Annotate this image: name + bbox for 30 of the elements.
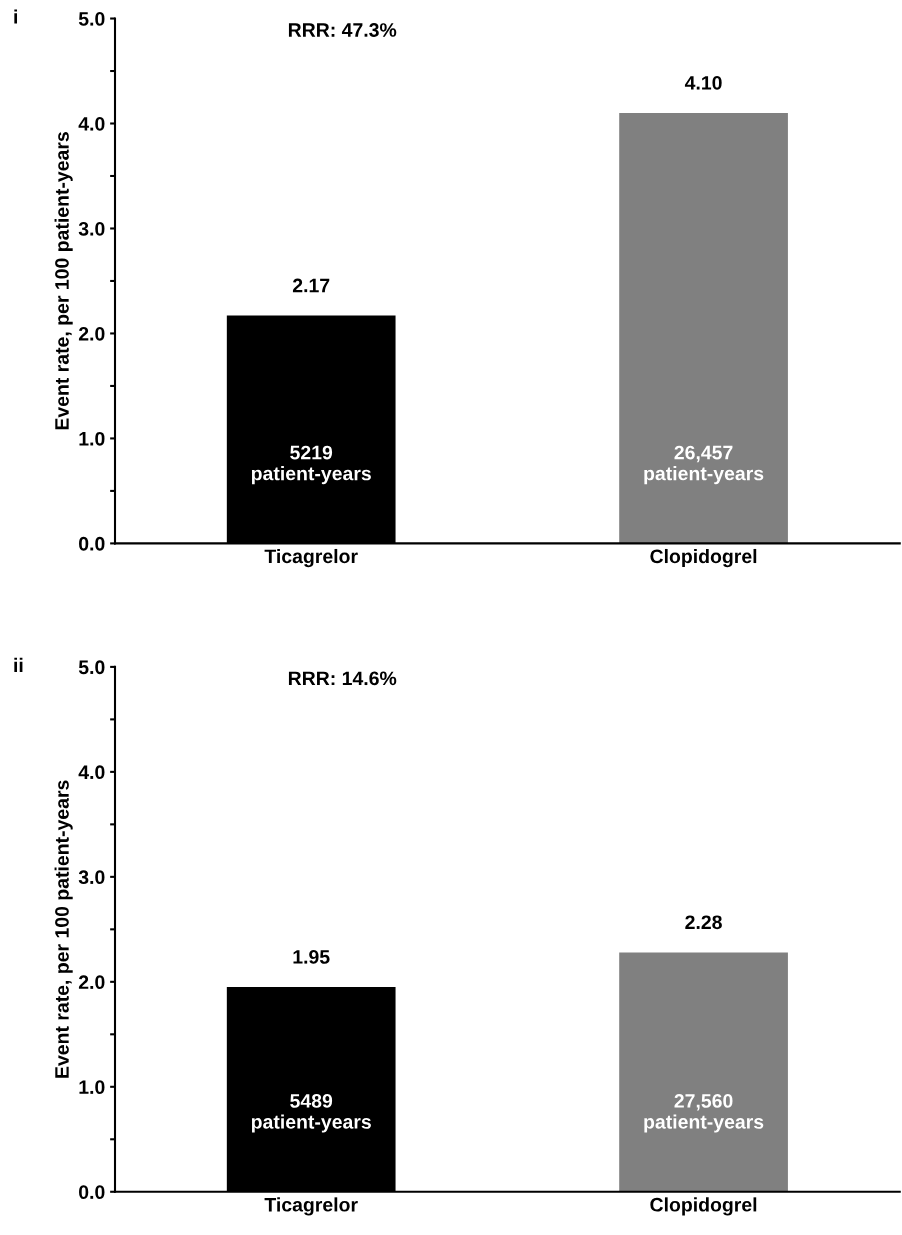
data-label: 4.10 xyxy=(684,75,722,90)
y-tick-label: 5.0 xyxy=(78,660,105,675)
x-tick-label: Ticagrelor xyxy=(264,548,358,568)
y-tick-label: 4.0 xyxy=(78,765,105,780)
annotation: 5219 patient-years xyxy=(251,445,371,485)
y-tick-label: 5.0 xyxy=(78,11,105,26)
annotation: 26,457 patient-years xyxy=(644,445,764,485)
y-tick-label: 1.0 xyxy=(79,1080,105,1095)
annotation: RRR: 47.3% xyxy=(288,23,397,37)
y-tick-label: 3.0 xyxy=(78,870,105,885)
annotation: 5489 patient-years xyxy=(251,1094,371,1133)
y-tick-label: 0.0 xyxy=(79,536,105,551)
data-label: 2.17 xyxy=(292,278,330,293)
y-tick-label: 2.0 xyxy=(78,975,105,990)
x-tick-label: Clopidogrel xyxy=(650,1197,757,1216)
y-tick-label: 0.0 xyxy=(79,1185,105,1200)
y-tick-label: 4.0 xyxy=(78,116,105,131)
chart-title: ii xyxy=(14,657,23,672)
chart-title: i xyxy=(14,9,18,24)
y-tick-label: 1.0 xyxy=(79,431,105,446)
y-axis-title: Event rate, per 100 patient-years xyxy=(54,132,73,430)
y-tick-label: 3.0 xyxy=(78,221,105,236)
y-tick-label: 2.0 xyxy=(78,326,105,341)
y-axis-title: Event rate, per 100 patient-years xyxy=(54,780,73,1078)
x-tick-label: Clopidogrel xyxy=(650,548,757,568)
annotation: 27,560 patient-years xyxy=(644,1094,764,1133)
data-label: 2.28 xyxy=(685,915,722,930)
data-label: 1.95 xyxy=(293,950,330,964)
x-tick-label: Ticagrelor xyxy=(264,1197,358,1216)
annotation: RRR: 14.6% xyxy=(288,671,397,686)
